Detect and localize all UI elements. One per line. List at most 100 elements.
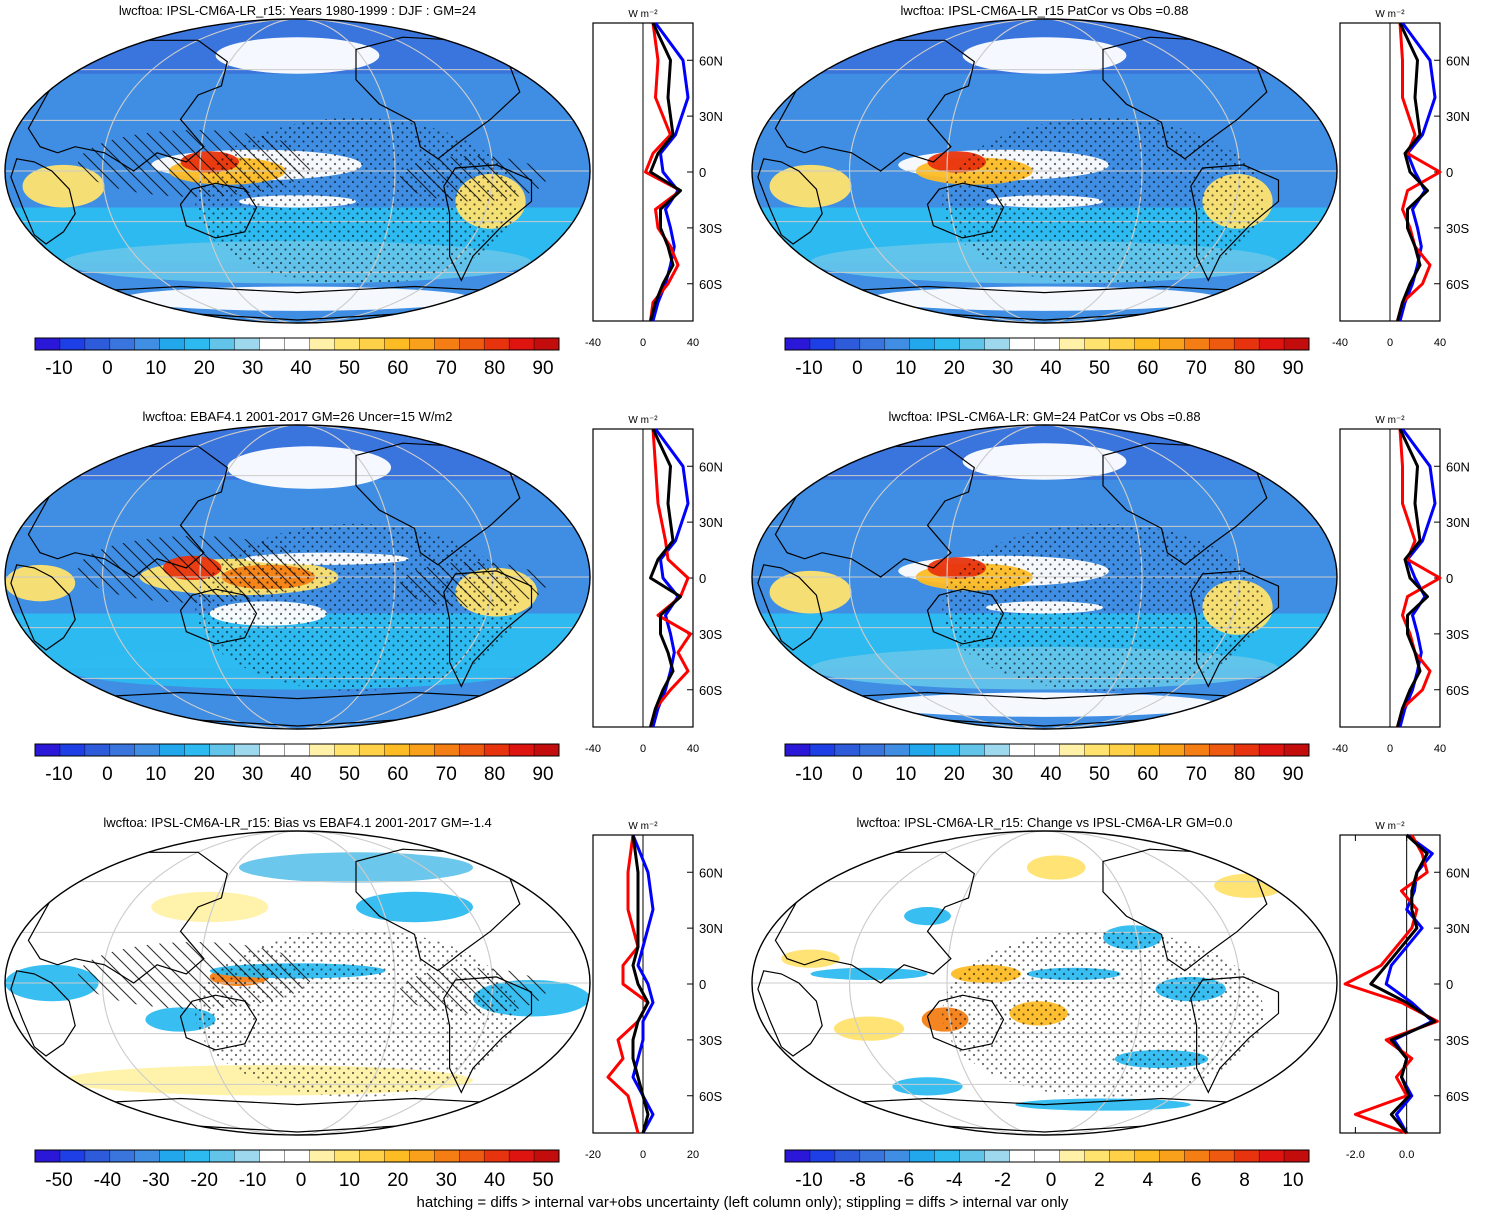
colorbar-swatch bbox=[1258, 337, 1285, 351]
colorbar-label: 30 bbox=[242, 358, 263, 379]
colorbar-label: 60 bbox=[387, 358, 408, 379]
colorbar-swatch bbox=[1009, 337, 1036, 351]
colorbar-label: 40 bbox=[1040, 764, 1061, 785]
profile-y-label: 0 bbox=[699, 571, 706, 586]
model-line bbox=[1396, 22, 1442, 322]
colorbar-label: -40 bbox=[94, 1170, 121, 1191]
map-title: lwcftoa: IPSL-CM6A-LR_r15: Years 1980-19… bbox=[119, 3, 476, 18]
colorbar-swatch bbox=[533, 337, 560, 351]
hatching bbox=[399, 155, 547, 202]
colorbar-label: 10 bbox=[339, 1170, 360, 1191]
profile-y-label: 30S bbox=[699, 627, 722, 642]
colorbar-swatch bbox=[1233, 743, 1260, 757]
field-region bbox=[869, 692, 1220, 717]
colorbar-swatch bbox=[1059, 1149, 1085, 1163]
colorbar-swatch bbox=[784, 1149, 811, 1163]
colorbar-swatch bbox=[859, 337, 886, 351]
colorbar-label: 90 bbox=[1282, 764, 1303, 785]
colorbar: -10 0 10 20 30 40 50 60 70 80 90 bbox=[784, 743, 1310, 785]
reference-line bbox=[1369, 833, 1437, 1134]
colorbar-swatch bbox=[909, 1149, 936, 1163]
profile-x-label: 20 bbox=[687, 1149, 699, 1161]
colorbar-swatch bbox=[483, 1149, 510, 1163]
colorbar-swatch bbox=[784, 743, 811, 757]
profile-y-label: 60S bbox=[699, 1089, 722, 1104]
colorbar-frame bbox=[784, 1149, 1310, 1163]
colorbar-swatch bbox=[409, 743, 435, 757]
profile-frame bbox=[1339, 834, 1441, 1134]
colorbar: -10 -8 -6 -4 -2 0 2 4 6 8 10 bbox=[784, 1149, 1310, 1191]
map-title: lwcftoa: IPSL-CM6A-LR_r15: Bias vs EBAF4… bbox=[103, 815, 491, 830]
profile-x-label: 40 bbox=[687, 743, 699, 755]
colorbar-label: 4 bbox=[1143, 1170, 1154, 1191]
footer-note: hatching = diffs > internal var+obs unce… bbox=[416, 1194, 1069, 1211]
colorbar-swatch bbox=[1283, 337, 1310, 351]
field-region bbox=[904, 907, 951, 926]
panel-clim-r15: lwcftoa: IPSL-CM6A-LR_r15: Years 1980-19… bbox=[4, 3, 723, 379]
colorbar-label: 20 bbox=[194, 764, 215, 785]
profile-y-label: 60S bbox=[1446, 277, 1469, 292]
colorbar-swatch bbox=[959, 1149, 986, 1163]
colorbar-swatch bbox=[434, 1149, 460, 1163]
colorbar-swatch bbox=[1233, 337, 1260, 351]
profile-y-label: 60N bbox=[699, 459, 723, 474]
colorbar-swatch bbox=[384, 1149, 410, 1163]
colorbar-label: 50 bbox=[339, 358, 360, 379]
field-region bbox=[1026, 855, 1086, 880]
colorbar-swatch bbox=[984, 337, 1011, 351]
colorbar-swatch bbox=[784, 337, 811, 351]
colorbar-label: 90 bbox=[532, 764, 553, 785]
colorbar-label: 0 bbox=[852, 358, 863, 379]
profile-y-label: 60N bbox=[1446, 53, 1470, 68]
profile-y-label: 0 bbox=[1446, 571, 1453, 586]
colorbar-label: -50 bbox=[45, 1170, 72, 1191]
colorbar-label: -30 bbox=[142, 1170, 169, 1191]
profile-y-label: 60N bbox=[1446, 865, 1470, 880]
colorbar-swatch bbox=[1009, 1149, 1036, 1163]
colorbar-label: 40 bbox=[290, 358, 311, 379]
field-region bbox=[1214, 873, 1285, 898]
colorbar-swatch bbox=[409, 1149, 435, 1163]
profile-unit: W m⁻² bbox=[628, 9, 658, 20]
colorbar-swatch bbox=[984, 743, 1011, 757]
colorbar-label: 90 bbox=[532, 358, 553, 379]
map bbox=[752, 831, 1337, 1135]
profile-unit: W m⁻² bbox=[1375, 415, 1405, 426]
colorbar-label: 90 bbox=[1282, 358, 1303, 379]
colorbar-label: 0 bbox=[102, 358, 113, 379]
colorbar-swatch bbox=[834, 743, 861, 757]
profile-y-label: 30S bbox=[1446, 627, 1469, 642]
colorbar-swatch bbox=[1159, 337, 1185, 351]
profile-x-label: 0 bbox=[640, 743, 646, 755]
colorbar-swatch bbox=[458, 1149, 485, 1163]
profile-x-label: -40 bbox=[585, 743, 601, 755]
profile-x-label: 0.0 bbox=[1399, 1149, 1414, 1161]
field-region bbox=[810, 967, 928, 980]
colorbar-swatch bbox=[1109, 743, 1135, 757]
profile-y-label: 60S bbox=[1446, 683, 1469, 698]
profile-y-label: 60N bbox=[699, 53, 723, 68]
zonal-profile: W m⁻² 60N 30N 0 30S 60S -2.0 0.0 bbox=[1339, 821, 1470, 1161]
zonal-profile: W m⁻² 60N 30N 0 30S 60S -40 0 40 bbox=[1332, 415, 1470, 755]
colorbar-swatch bbox=[34, 337, 61, 351]
colorbar-label: 0 bbox=[852, 764, 863, 785]
colorbar-swatch bbox=[884, 337, 911, 351]
colorbar-swatch bbox=[458, 337, 485, 351]
colorbar-swatch bbox=[334, 1149, 360, 1163]
colorbar-swatch bbox=[483, 743, 510, 757]
field-region bbox=[962, 37, 1127, 74]
colorbar-label: -10 bbox=[795, 1170, 822, 1191]
colorbar-swatch bbox=[109, 1149, 136, 1163]
colorbar-swatch bbox=[209, 743, 236, 757]
colorbar-label: 20 bbox=[194, 358, 215, 379]
colorbar-swatch bbox=[284, 1149, 310, 1163]
colorbar-swatch bbox=[109, 743, 136, 757]
colorbar-swatch bbox=[1134, 743, 1160, 757]
colorbar-swatch bbox=[508, 1149, 535, 1163]
colorbar-swatch bbox=[84, 1149, 111, 1163]
colorbar-label: 30 bbox=[242, 764, 263, 785]
colorbar-swatch bbox=[1084, 1149, 1110, 1163]
colorbar-frame bbox=[34, 743, 560, 757]
colorbar-label: 50 bbox=[339, 764, 360, 785]
